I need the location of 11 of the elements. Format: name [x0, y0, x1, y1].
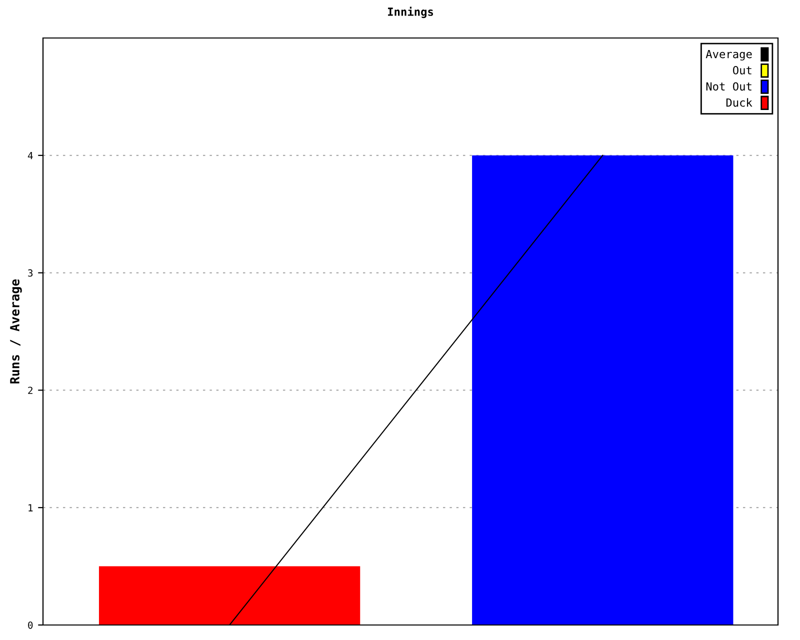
y-tick-label: 4	[28, 152, 33, 160]
y-axis-title: Runs / Average	[10, 279, 22, 384]
y-tick-label: 3	[28, 269, 33, 277]
y-tick-label: 2	[28, 386, 32, 394]
legend-label: Not Out	[706, 82, 752, 91]
y-tick-label: 1	[28, 504, 33, 512]
y-tick-label: 0	[28, 622, 33, 629]
legend-label: Average	[706, 50, 752, 60]
legend-label: Out	[733, 66, 752, 74]
chart-title: Innings	[388, 6, 434, 18]
legend-label: Duck	[726, 98, 752, 107]
